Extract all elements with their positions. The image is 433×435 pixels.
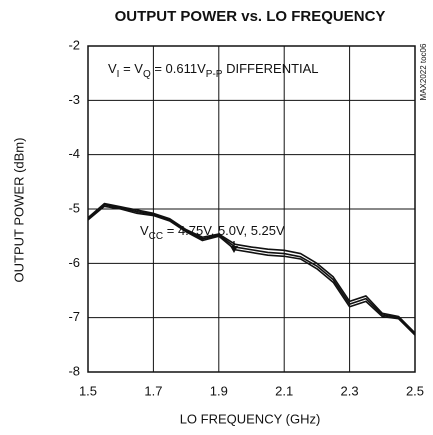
data-line — [87, 203, 416, 335]
annotation: VI = VQ = 0.611VP-P DIFFERENTIAL — [108, 61, 319, 79]
data-line — [87, 202, 416, 334]
x-tick-label: 2.1 — [275, 383, 293, 398]
annotation-part: V — [140, 223, 149, 238]
annotation-part: = 0.611V — [151, 61, 206, 76]
data-line — [87, 205, 416, 336]
y-tick-label: -2 — [68, 37, 80, 52]
side-label: MAX2022 toc06 — [419, 43, 428, 100]
annotation-part: = 4.75V, 5.0V, 5.25V — [163, 223, 285, 238]
annotation-part: V — [108, 61, 117, 76]
annotation-part: P-P — [206, 69, 223, 80]
x-axis-label: LO FREQUENCY (GHz) — [180, 411, 321, 426]
annotation: VCC = 4.75V, 5.0V, 5.25V — [140, 223, 285, 241]
annotation-part: I — [117, 69, 120, 80]
y-tick-label: -5 — [68, 200, 80, 215]
annotation-part: DIFFERENTIAL — [222, 61, 318, 76]
annotation-part: Q — [143, 69, 151, 80]
y-tick-label: -3 — [68, 92, 80, 107]
x-tick-label: 1.5 — [79, 383, 97, 398]
y-tick-label: -8 — [68, 363, 80, 378]
y-tick-label: -4 — [68, 146, 80, 161]
arrow-head — [230, 246, 238, 253]
x-tick-label: 1.9 — [210, 383, 228, 398]
annotation-part: = V — [119, 61, 143, 76]
y-axis-label: OUTPUT POWER (dBm) — [11, 138, 26, 283]
x-tick-label: 2.5 — [406, 383, 424, 398]
y-tick-label: -6 — [68, 255, 80, 270]
y-tick-label: -7 — [68, 309, 80, 324]
plot-frame — [87, 45, 416, 373]
chart-title: OUTPUT POWER vs. LO FREQUENCY — [115, 8, 386, 25]
annotation-part: CC — [149, 231, 163, 242]
x-tick-label: 1.7 — [144, 383, 162, 398]
x-tick-label: 2.3 — [341, 383, 359, 398]
